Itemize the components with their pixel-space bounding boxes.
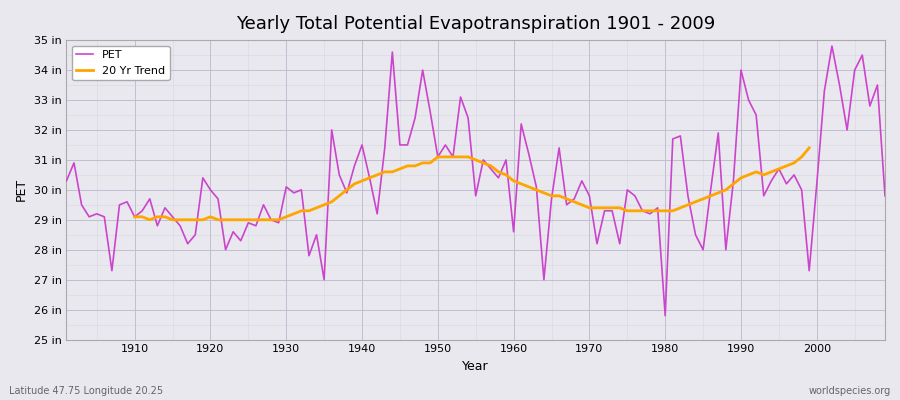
20 Yr Trend [781, 164, 792, 168]
Line: 20 Yr Trend: 20 Yr Trend [135, 148, 809, 220]
PET [288, 190, 299, 195]
20 Yr Trend [130, 214, 140, 219]
PET [500, 158, 511, 162]
PET [122, 200, 132, 204]
20 Yr Trend [144, 217, 155, 222]
20 Yr Trend [341, 188, 352, 192]
PET [508, 229, 519, 234]
PET [826, 44, 837, 48]
X-axis label: Year: Year [463, 360, 489, 373]
20 Yr Trend [607, 206, 617, 210]
PET [599, 208, 610, 213]
20 Yr Trend [713, 190, 724, 195]
Line: PET: PET [67, 46, 885, 316]
Text: Latitude 47.75 Longitude 20.25: Latitude 47.75 Longitude 20.25 [9, 386, 163, 396]
20 Yr Trend [698, 196, 708, 201]
Legend: PET, 20 Yr Trend: PET, 20 Yr Trend [72, 46, 169, 80]
Y-axis label: PET: PET [15, 178, 28, 202]
PET [61, 178, 72, 183]
Text: worldspecies.org: worldspecies.org [809, 386, 891, 396]
Title: Yearly Total Potential Evapotranspiration 1901 - 2009: Yearly Total Potential Evapotranspiratio… [236, 15, 716, 33]
PET [334, 172, 345, 177]
20 Yr Trend [804, 146, 814, 150]
PET [660, 313, 670, 318]
PET [879, 194, 890, 198]
20 Yr Trend [228, 217, 238, 222]
